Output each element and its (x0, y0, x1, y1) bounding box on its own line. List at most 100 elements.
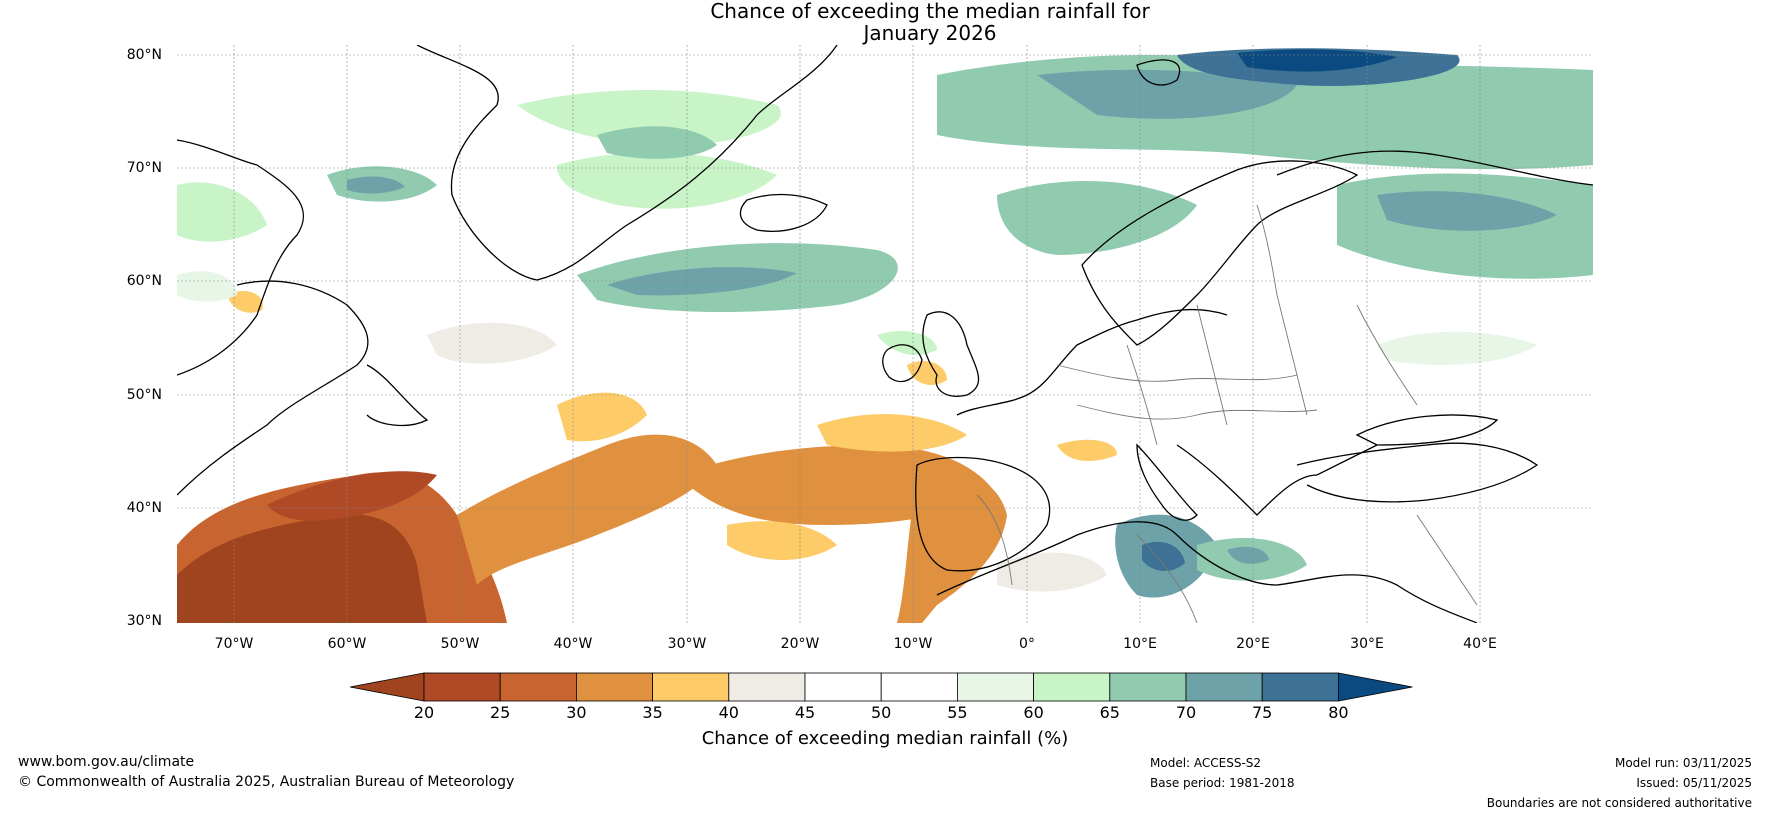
colorbar-tick-label: 25 (490, 703, 511, 722)
neutral-patch-2 (997, 552, 1107, 592)
coast-canada-east (177, 139, 304, 376)
lon-label: 60°W (327, 636, 367, 652)
colorbar-cell (880, 672, 958, 702)
dry-patch-newfoundland (227, 290, 263, 313)
coast-turkey (1296, 442, 1539, 503)
coast-novascotia (366, 364, 429, 427)
light-wet-field-4 (177, 271, 237, 302)
colorbar-tick-label: 75 (1252, 703, 1273, 722)
colorbar-cell (499, 672, 577, 702)
lon-label: 20°W (780, 636, 820, 652)
lat-label: 40°N (126, 500, 162, 516)
colorbar-tick-label: 65 (1099, 703, 1120, 722)
wet-field-arctic-mid (1037, 69, 1297, 119)
coastlines (177, 45, 1593, 623)
base-period-text: Base period: 1981-2018 (1150, 776, 1295, 790)
colorbar-tick-label: 35 (642, 703, 663, 722)
colorbar-cell (1261, 672, 1339, 702)
coast-labrador (177, 280, 369, 496)
colorbar-tick-label: 45 (794, 703, 816, 722)
country-borders (976, 204, 1478, 623)
colorbar-cell (1033, 672, 1111, 702)
dry-band-5 (817, 414, 967, 452)
coast-balkans (1176, 444, 1378, 516)
colorbar-tick-label: 60 (1023, 703, 1044, 722)
lon-label: 30°W (667, 636, 707, 652)
lat-label: 30°N (126, 613, 162, 629)
coast-iberia (915, 456, 1051, 572)
map-canvas (177, 45, 1593, 623)
model-run-text: Model run: 03/11/2025 (1614, 756, 1752, 770)
colorbar-cell (804, 672, 882, 702)
colorbar-cell (957, 672, 1035, 702)
wet-field-north-atlantic (517, 90, 781, 145)
colorbar-label: Chance of exceeding median rainfall (%) (701, 728, 1069, 749)
coast-svalbard (1136, 59, 1181, 86)
colorbar-tick-label: 70 (1175, 703, 1197, 722)
dry-band-2 (557, 392, 647, 442)
wet-field-cyprus (1227, 546, 1269, 564)
copyright-text: © Commonwealth of Australia 2025, Austra… (18, 774, 515, 790)
colorbar-extend-low (350, 672, 425, 702)
lon-label: 0° (1019, 636, 1035, 652)
colorbar-tick-label: 80 (1328, 703, 1349, 722)
wet-field-ionian-core (1142, 541, 1185, 571)
colorbar-tick-label: 20 (413, 703, 435, 722)
lat-label: 60°N (126, 273, 162, 289)
lat-label: 50°N (126, 387, 162, 403)
colorbar (350, 672, 1413, 702)
coast-italy (1136, 443, 1198, 521)
coast-scandinavia (1081, 160, 1359, 346)
lon-label: 40°E (1463, 636, 1497, 652)
dry-iberia (897, 475, 1007, 623)
rainfall-map[interactable] (177, 45, 1593, 623)
dry-field-sw-2 (267, 471, 437, 521)
lon-label: 20°E (1236, 636, 1270, 652)
lon-label: 50°W (440, 636, 480, 652)
title-line-1: Chance of exceeding the median rainfall … (710, 0, 1150, 23)
coast-africa-north (936, 521, 1478, 623)
light-wet-field-1 (1377, 331, 1537, 365)
lon-label: 70°W (214, 636, 254, 652)
light-wet-field-3 (877, 330, 937, 355)
colorbar-cell (1185, 672, 1263, 702)
colorbar-extend-high (1338, 672, 1413, 702)
coast-arctic-russia (1276, 150, 1593, 186)
colorbar-cell (728, 672, 806, 702)
colorbar-cell (1109, 672, 1187, 702)
probability-fields (177, 48, 1593, 623)
website-link[interactable]: www.bom.gov.au/climate (18, 754, 195, 770)
coast-blacksea (1355, 414, 1499, 446)
dry-patch-uk (907, 360, 947, 385)
model-text: Model: ACCESS-S2 (1150, 756, 1262, 770)
colorbar-cell (423, 672, 501, 702)
title-line-2: January 2026 (863, 21, 997, 45)
lon-label: 30°E (1350, 636, 1384, 652)
coast-europe-west (956, 308, 1228, 416)
colorbar-cell (575, 672, 653, 702)
colorbar-tick-label: 30 (566, 703, 587, 722)
colorbar-cell (652, 672, 730, 702)
graticule (177, 45, 1593, 623)
wet-field-iceland-sea (557, 152, 777, 209)
wet-field-labrador-core (347, 176, 405, 194)
disclaimer-text: Boundaries are not considered authoritat… (1486, 796, 1752, 810)
lat-label: 70°N (126, 160, 162, 176)
lon-label: 10°E (1123, 636, 1157, 652)
coast-ireland (882, 344, 923, 383)
issued-text: Issued: 05/11/2025 (1636, 776, 1752, 790)
dry-patch-france (1057, 439, 1117, 461)
wet-field-norway (997, 181, 1197, 255)
coast-greenland (416, 45, 838, 281)
lon-label: 40°W (553, 636, 593, 652)
light-wet-field-2 (177, 182, 267, 242)
colorbar-tick-label: 40 (718, 703, 739, 722)
coast-iceland (739, 193, 828, 232)
colorbar-cells (350, 672, 1413, 702)
lon-label: 10°W (893, 636, 933, 652)
dry-band-4 (727, 521, 837, 560)
colorbar-tick-label: 50 (871, 703, 892, 722)
dry-band-1 (457, 434, 717, 585)
lat-label: 80°N (126, 47, 162, 63)
wet-field-russia-core (1377, 191, 1557, 231)
